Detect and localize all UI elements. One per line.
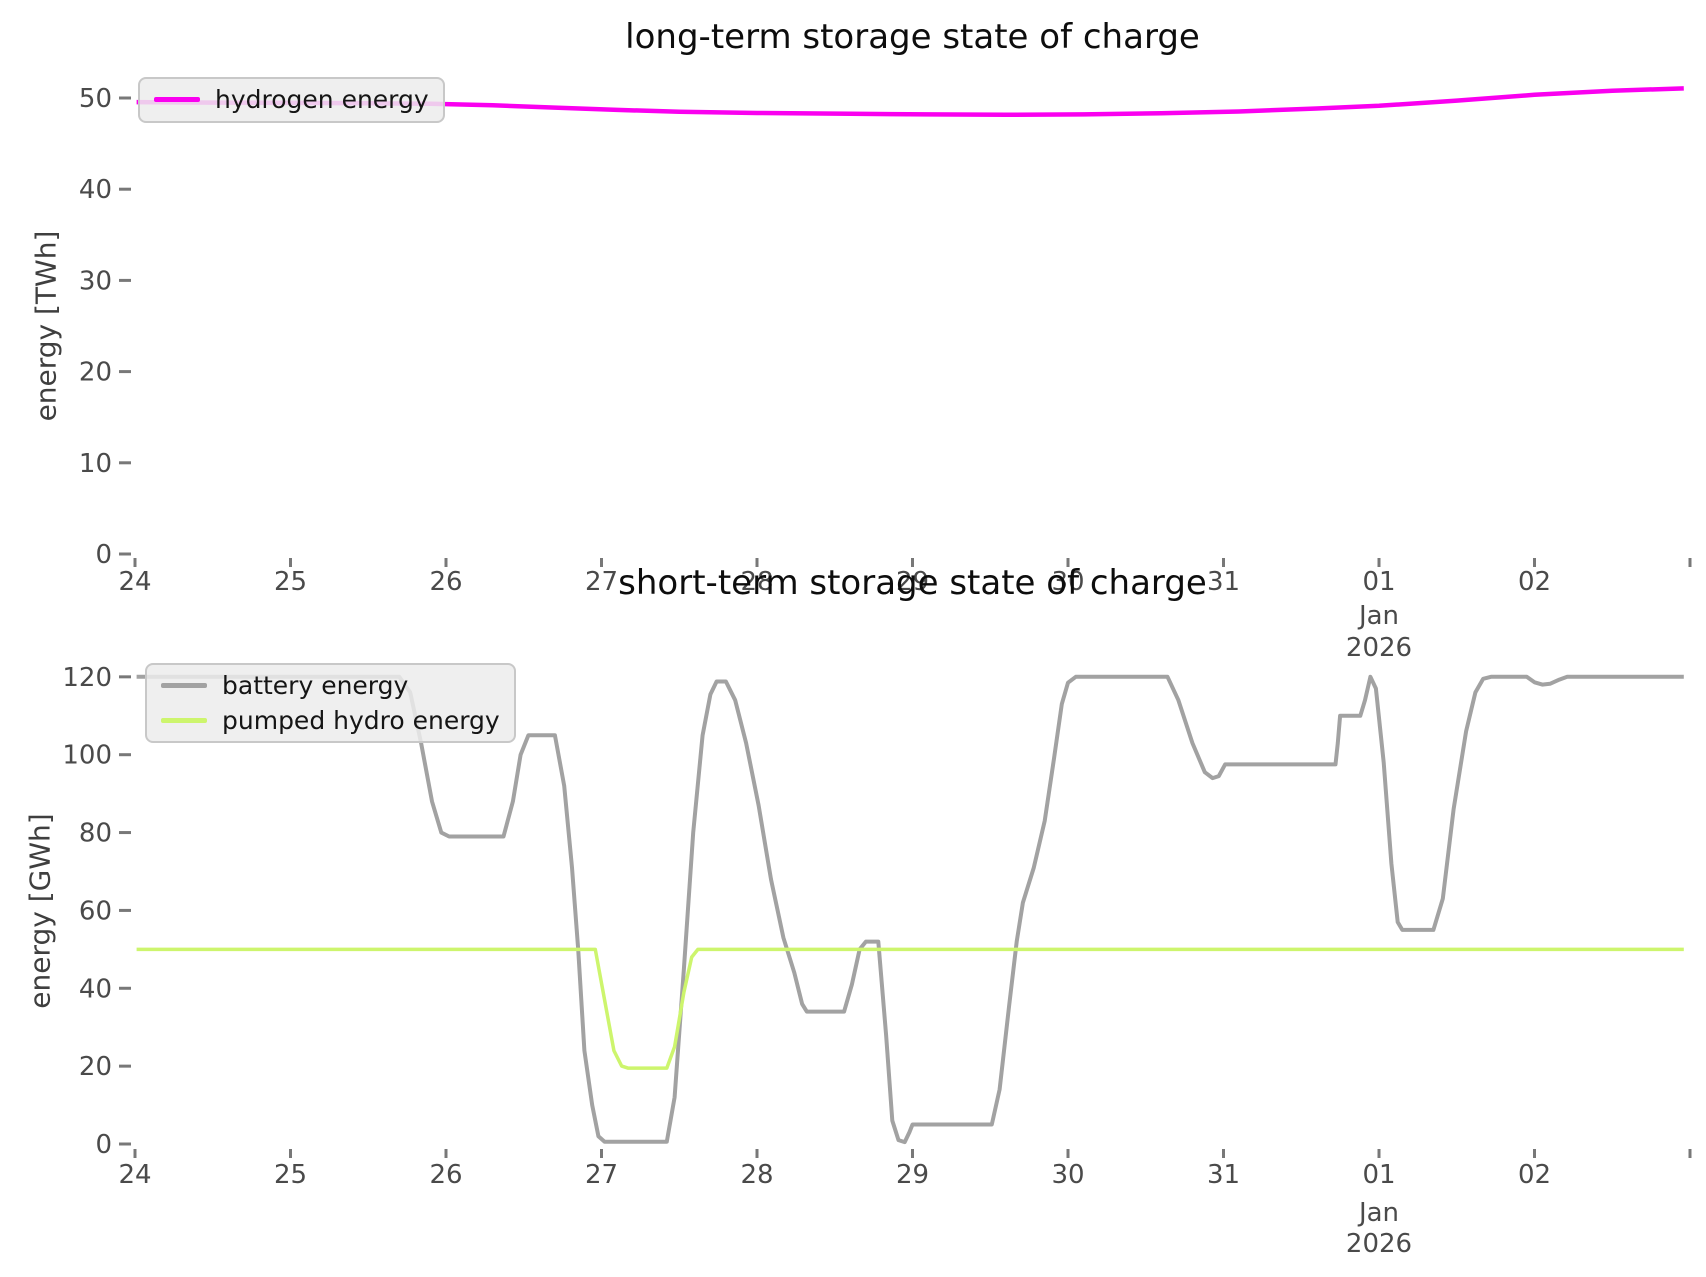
long-term-chart-title: long-term storage state of charge <box>625 17 1200 57</box>
short-term-y-axis-label: energy [GWh] <box>23 813 57 1009</box>
x-tick-label: 29 <box>896 1160 929 1190</box>
y-tick-label: 50 <box>79 84 112 114</box>
hydrogen-energy-legend-label: hydrogen energy <box>215 85 429 114</box>
x-tick-label: 30 <box>1051 1160 1084 1190</box>
y-tick-label: 60 <box>79 896 112 926</box>
x-tick-sublabel: 2026 <box>1346 1229 1412 1259</box>
pumped-hydro-energy-legend-label: pumped hydro energy <box>222 705 500 735</box>
y-tick-label: 40 <box>79 974 112 1004</box>
x-tick-sublabel: 2026 <box>1346 633 1412 663</box>
x-tick-label: 28 <box>740 567 773 597</box>
battery-energy-legend-label: battery energy <box>222 671 409 700</box>
long-term-y-axis-label: energy [TWh] <box>29 230 63 422</box>
x-tick-label: 25 <box>274 1160 307 1190</box>
short-term-legend: battery energy pumped hydro energy <box>145 663 516 743</box>
x-tick-label: 01 <box>1362 567 1395 597</box>
y-tick-label: 120 <box>62 663 112 693</box>
x-tick-label: 25 <box>274 567 307 597</box>
x-tick-label: 01 <box>1362 1160 1395 1190</box>
y-tick-label: 40 <box>79 175 112 205</box>
y-tick-label: 80 <box>79 819 112 849</box>
x-tick-label: 24 <box>118 567 151 597</box>
y-tick-label: 0 <box>95 540 112 570</box>
x-tick-label: 28 <box>740 1160 773 1190</box>
pumped-hydro-energy-legend-swatch <box>161 717 207 723</box>
x-tick-label: 27 <box>585 567 618 597</box>
x-tick-label: 24 <box>118 1160 151 1190</box>
y-tick-label: 0 <box>95 1130 112 1160</box>
x-tick-label: 31 <box>1207 567 1240 597</box>
short-term-chart-title: short-term storage state of charge <box>618 563 1207 603</box>
x-tick-sublabel: Jan <box>1357 1198 1399 1228</box>
x-tick-sublabel: Jan <box>1357 601 1399 631</box>
legend-row-hydrogen: hydrogen energy <box>154 86 429 114</box>
x-tick-label: 02 <box>1518 567 1551 597</box>
battery-energy-line <box>136 674 1684 1145</box>
legend-row-battery: battery energy <box>161 672 500 700</box>
pumped-hydro-energy-line <box>136 947 1684 1070</box>
legend-row-pumped-hydro: pumped hydro energy <box>161 705 500 735</box>
y-tick-label: 100 <box>62 741 112 771</box>
x-tick-label: 30 <box>1051 567 1084 597</box>
x-tick-label: 29 <box>896 567 929 597</box>
x-tick-label: 26 <box>429 1160 462 1190</box>
x-tick-label: 27 <box>585 1160 618 1190</box>
battery-energy-legend-swatch <box>161 683 207 689</box>
x-tick-label: 31 <box>1207 1160 1240 1190</box>
y-tick-label: 10 <box>79 449 112 479</box>
y-tick-label: 20 <box>79 358 112 388</box>
y-tick-label: 30 <box>79 266 112 296</box>
hydrogen-energy-legend-swatch <box>154 97 200 103</box>
long-term-legend: hydrogen energy <box>138 77 445 123</box>
short-term-series-lines <box>136 674 1684 1145</box>
x-tick-label: 02 <box>1518 1160 1551 1190</box>
x-tick-label: 26 <box>429 567 462 597</box>
y-tick-label: 20 <box>79 1052 112 1082</box>
